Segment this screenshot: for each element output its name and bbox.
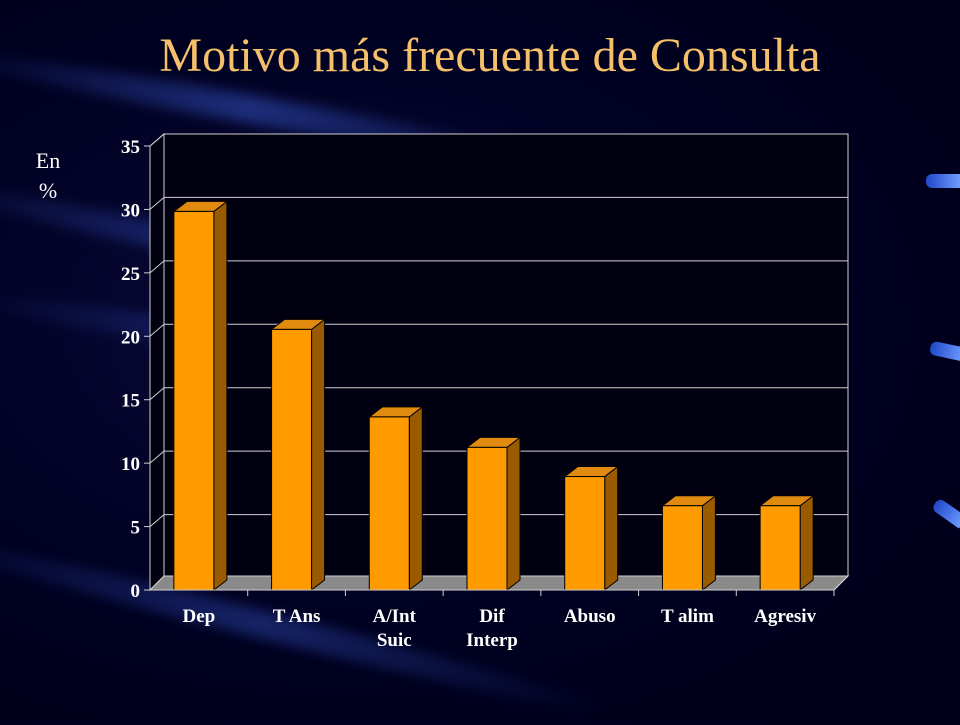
x-tick-label-line: Interp — [466, 630, 518, 651]
y-tick-label: 25 — [121, 264, 140, 285]
decorative-tab — [926, 174, 960, 188]
y-tick-label: 10 — [121, 454, 140, 475]
bar — [660, 494, 717, 592]
bar-side — [604, 465, 619, 592]
bar-front — [271, 328, 313, 591]
y-tick-label: 35 — [121, 137, 140, 158]
y-tick-label: 15 — [121, 391, 140, 412]
bar — [367, 405, 424, 592]
bar — [270, 318, 327, 592]
gridline-depth — [149, 133, 165, 147]
bar-front — [661, 505, 703, 591]
bar-front — [759, 505, 801, 591]
bar-side — [311, 318, 326, 592]
bar — [465, 436, 522, 592]
chart-left-wall — [149, 132, 165, 592]
y-axis-label-line2: % — [38, 178, 58, 203]
slide-title: Motivo más frecuente de Consulta — [159, 29, 821, 82]
x-tick-label-line: Dep — [182, 606, 215, 627]
bar-side — [408, 405, 423, 592]
bar-front — [368, 416, 410, 591]
bar — [172, 200, 229, 592]
y-axis-label: En % — [28, 146, 68, 206]
gridline-depth — [149, 323, 165, 337]
x-tick-label: T Ans — [273, 606, 321, 627]
gridline-depth — [149, 387, 165, 401]
x-tick-label: Dif Interp — [466, 606, 518, 651]
gridline-depth — [149, 450, 165, 464]
x-tick-label-line: Dif — [479, 606, 505, 627]
x-tick-label-line: T Ans — [273, 606, 321, 627]
gridline-depth — [149, 260, 165, 274]
y-tick-label: 20 — [121, 327, 140, 348]
bar-side — [506, 436, 521, 592]
x-axis-depth-line — [833, 575, 849, 591]
x-tick-label: T alim — [661, 606, 714, 627]
y-tick-label: 30 — [121, 200, 140, 221]
x-axis-ticks: Dep T Ans A/Int Suic Dif Interp Abuso T alim Agr… — [150, 575, 849, 651]
x-tick-label-line: Agresiv — [754, 606, 816, 627]
bar-front — [564, 476, 606, 591]
x-tick-label-line: Abuso — [564, 606, 616, 627]
x-tick-label: Dep — [182, 606, 215, 627]
bar-front — [466, 446, 508, 591]
y-tick-label: 5 — [131, 518, 141, 539]
bar-front — [173, 210, 215, 591]
gridline-depth — [149, 197, 165, 210]
y-axis-label-line1: En — [35, 148, 61, 173]
gridline-depth — [149, 514, 165, 527]
x-tick-label-line: A/Int — [373, 606, 417, 627]
x-tick-label: A/Int Suic — [373, 606, 417, 651]
x-tick-label-line: Suic — [377, 630, 412, 651]
bar-side — [213, 200, 228, 592]
y-tick-label: 0 — [131, 581, 141, 602]
chart-bars — [172, 200, 815, 592]
bar-side — [701, 494, 716, 592]
x-tick-label-line: T alim — [661, 606, 714, 627]
bar-side — [799, 494, 814, 592]
bar — [563, 465, 620, 592]
y-axis-ticks: 0 5 10 15 20 25 30 35 — [121, 137, 151, 602]
bar — [758, 494, 815, 592]
x-tick-label: Agresiv — [754, 606, 816, 627]
x-tick-label: Abuso — [564, 606, 616, 627]
